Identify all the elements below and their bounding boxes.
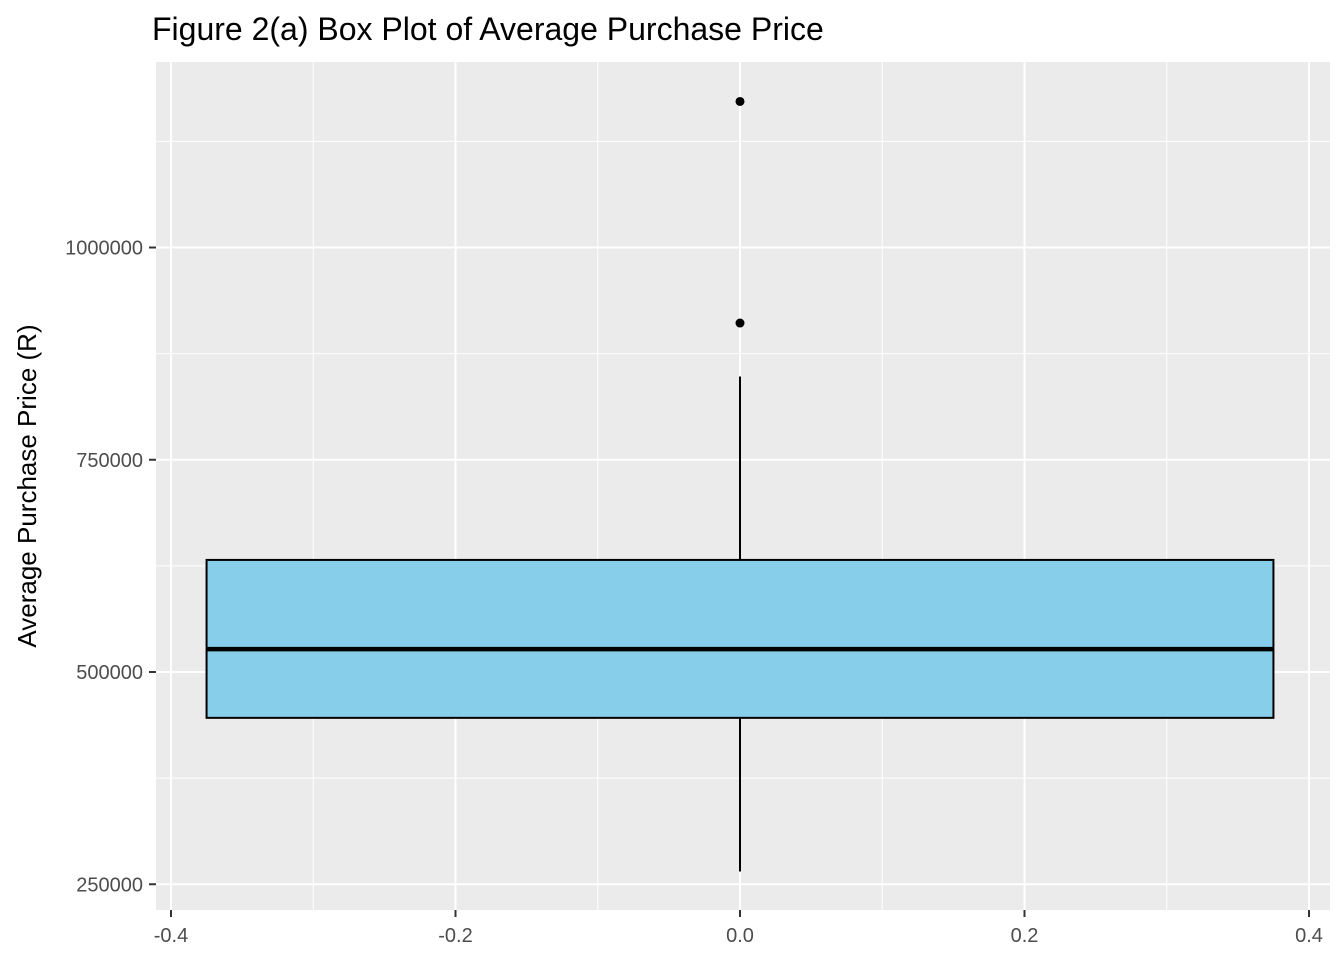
- x-axis: -0.4 -0.2 0.0 0.2 0.4: [154, 910, 1323, 947]
- x-tick-label: 0.0: [726, 925, 754, 947]
- x-tick-label: -0.4: [154, 925, 188, 947]
- y-axis: 250000 500000 750000 1000000: [65, 238, 156, 896]
- y-tick-label: 1000000: [65, 238, 143, 260]
- y-tick-label: 250000: [76, 874, 143, 896]
- x-tick-label: -0.2: [438, 925, 472, 947]
- iqr-box: [205, 558, 1275, 719]
- outlier-point: [735, 96, 745, 106]
- chart-title: Figure 2(a) Box Plot of Average Purchase…: [152, 11, 824, 47]
- x-tick-label: 0.2: [1011, 925, 1039, 947]
- boxplot: [205, 96, 1275, 872]
- x-tick-label: 0.4: [1295, 925, 1323, 947]
- outlier-point: [735, 318, 745, 328]
- y-axis-label: Average Purchase Price (R): [12, 324, 42, 647]
- plot-panel: [156, 62, 1330, 910]
- y-tick-label: 500000: [76, 662, 143, 684]
- y-tick-label: 750000: [76, 450, 143, 472]
